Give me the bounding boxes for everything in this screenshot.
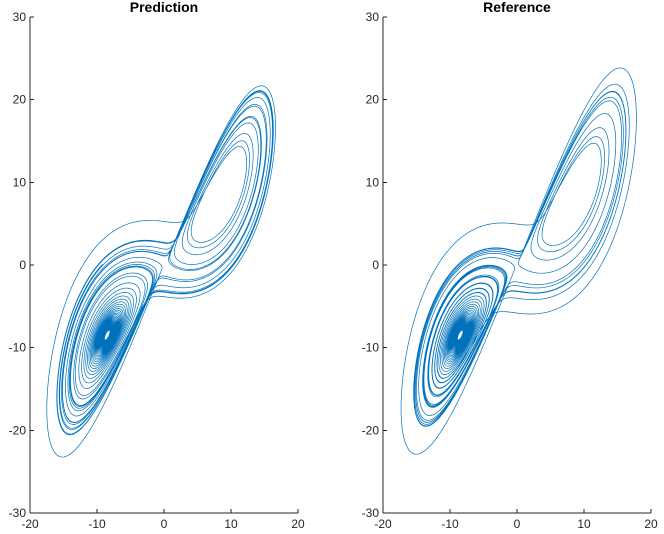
y-tick-label: -30 <box>9 506 27 520</box>
y-tick-label: 20 <box>366 93 380 107</box>
reference-title: Reference <box>483 0 551 15</box>
y-tick-label: 0 <box>19 258 26 272</box>
prediction-title: Prediction <box>130 0 198 15</box>
x-tick-label: 0 <box>161 517 168 531</box>
y-tick-label: 30 <box>366 10 380 24</box>
series-line-trajectory <box>400 67 637 455</box>
x-tick-label: -10 <box>88 517 106 531</box>
y-tick-label: -30 <box>362 506 380 520</box>
y-tick-label: -10 <box>9 341 27 355</box>
x-tick-label: -10 <box>441 517 459 531</box>
x-tick-label: 0 <box>514 517 521 531</box>
x-tick-label: -20 <box>374 517 392 531</box>
y-tick-label: 20 <box>13 93 27 107</box>
reference-series <box>400 67 637 455</box>
x-tick-label: 20 <box>644 517 658 531</box>
x-tick-label: 10 <box>224 517 238 531</box>
x-tick-label: 10 <box>577 517 591 531</box>
y-tick-label: 10 <box>366 175 380 189</box>
prediction-series <box>46 85 276 458</box>
y-tick-label: 0 <box>372 258 379 272</box>
x-tick-label: -20 <box>21 517 39 531</box>
y-tick-label: 30 <box>13 10 27 24</box>
y-tick-label: 10 <box>13 175 27 189</box>
y-tick-label: -10 <box>362 341 380 355</box>
y-tick-label: -20 <box>362 423 380 437</box>
x-tick-label: 20 <box>291 517 305 531</box>
y-tick-label: -20 <box>9 423 27 437</box>
series-line-trajectory <box>46 85 276 458</box>
